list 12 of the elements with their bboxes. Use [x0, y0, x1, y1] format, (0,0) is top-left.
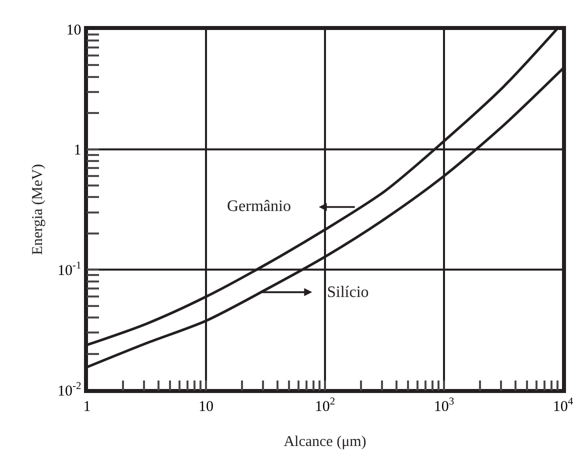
- y-tick-label: 10: [66, 22, 82, 38]
- x-axis-title: Alcance (μm): [284, 434, 366, 450]
- y-tick-label: 1: [74, 142, 82, 159]
- annotation: Germânio: [227, 198, 291, 215]
- x-tick-label: 10: [198, 398, 214, 415]
- annotation: Silício: [327, 284, 369, 301]
- x-tick-label: 10$^{2}$: [314, 396, 336, 415]
- x-tick-label: 10$^{4}$: [552, 396, 574, 415]
- y-tick-label: 10$^{-1}$: [58, 260, 82, 279]
- y-axis-title: Energia (MeV): [30, 164, 46, 255]
- y-tick-label: 10$^{-2}$: [58, 380, 82, 400]
- x-tick-label: 10$^{3}$: [434, 396, 454, 415]
